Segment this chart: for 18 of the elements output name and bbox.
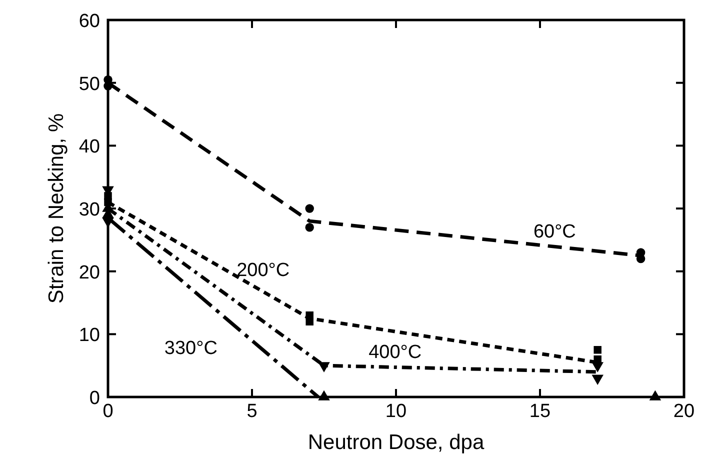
series-label: 330°C: [164, 338, 218, 359]
y-axis-title: Strain to Necking, %: [45, 113, 68, 304]
y-tick-label: 30: [78, 200, 100, 220]
y-tick-label: 10: [78, 325, 100, 346]
y-tick-label: 0: [89, 388, 100, 409]
series-label: 400°C: [368, 342, 422, 364]
x-tick-label: 10: [385, 401, 407, 422]
y-tick-label: 50: [78, 74, 100, 95]
x-tick-label: 0: [102, 401, 114, 422]
x-tick-label: 5: [246, 401, 258, 422]
series-label: 200°C: [236, 260, 290, 281]
y-tick-label: 40: [78, 136, 100, 158]
y-tick-label: 60: [78, 11, 100, 32]
x-tick-label: 20: [673, 401, 695, 422]
x-axis-title: Neutron Dose, dpa: [308, 431, 484, 454]
y-tick-label: 20: [78, 262, 100, 284]
series-label: 60°C: [533, 222, 576, 243]
x-tick-label: 15: [529, 401, 551, 422]
